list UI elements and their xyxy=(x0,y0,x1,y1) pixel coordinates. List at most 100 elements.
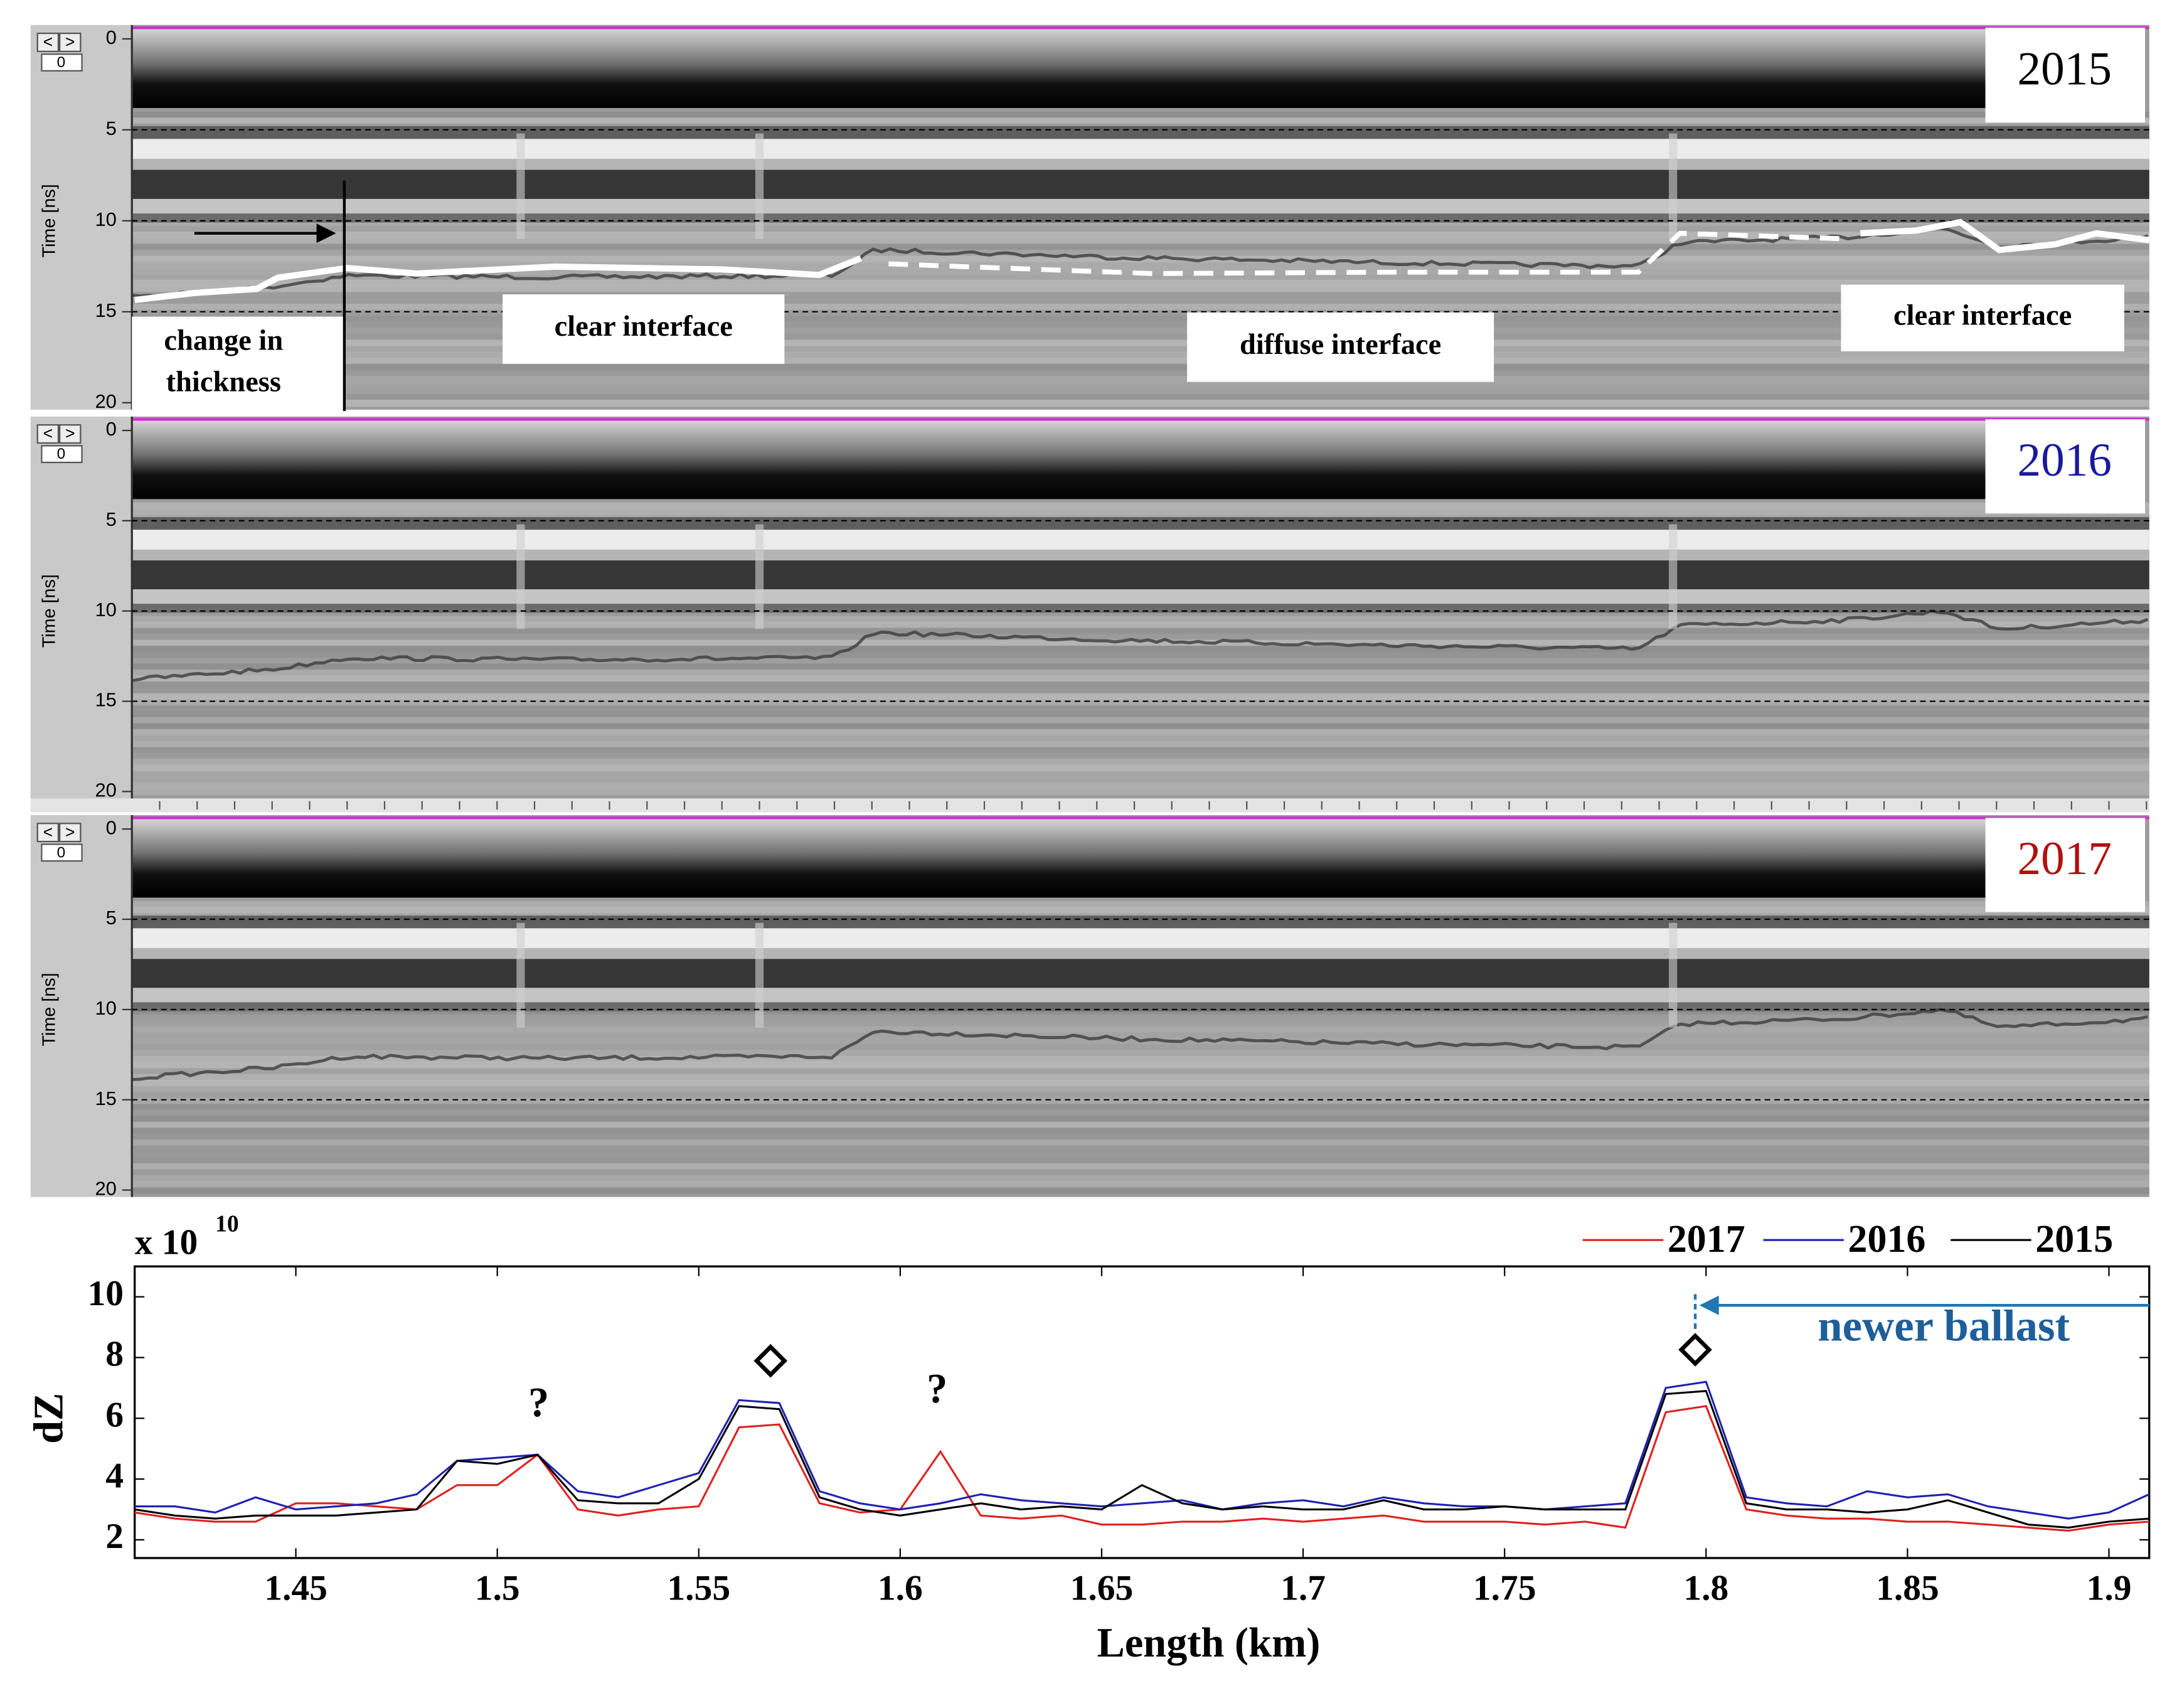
ruler-background xyxy=(30,798,2149,813)
noise-stripe xyxy=(132,752,2149,760)
direct-wave xyxy=(132,419,1986,499)
y-tick-label: 5 xyxy=(106,907,117,929)
noise-stripe xyxy=(132,735,2149,742)
radargram-panel: 2016 0 5 10 15 20 Time [ns] < >0 xyxy=(30,416,2149,801)
y-tick-label: 5 xyxy=(106,508,117,530)
noise-stripe xyxy=(132,328,2149,335)
noise-stripe xyxy=(132,627,2149,635)
control-label: > xyxy=(65,823,75,841)
diffraction xyxy=(1669,922,1678,1028)
noise-stripe xyxy=(132,1133,2149,1141)
noise-stripe xyxy=(132,687,2149,695)
noise-stripe xyxy=(132,363,2149,371)
noise-stripe xyxy=(132,274,2149,281)
noise-stripe xyxy=(132,279,2149,287)
noise-stripe xyxy=(132,901,2149,909)
noise-stripe xyxy=(132,1008,2149,1016)
noise-stripe xyxy=(132,351,2149,359)
y-tick-label: 10 xyxy=(95,997,116,1019)
reflection-band xyxy=(132,948,2149,959)
noise-stripe xyxy=(132,400,2149,407)
noise-stripe xyxy=(132,740,2149,748)
noise-stripe xyxy=(132,681,2149,688)
control-button xyxy=(59,33,82,52)
control-field xyxy=(41,843,83,862)
y-tick-label: 0 xyxy=(106,26,117,48)
x-tick-label: 1.6 xyxy=(878,1568,923,1608)
control-index: 0 xyxy=(57,844,66,861)
noise-stripe xyxy=(132,729,2149,736)
diffraction xyxy=(755,524,764,629)
noise-stripe xyxy=(132,1128,2149,1134)
reflection-band xyxy=(132,549,2149,561)
y-multiplier-exponent: 10 xyxy=(215,1211,239,1237)
noise-stripe xyxy=(132,243,2149,251)
noise-stripe xyxy=(132,764,2149,772)
y-tick-label: 4 xyxy=(105,1456,124,1495)
noise-stripe xyxy=(132,225,2149,233)
noise-stripe xyxy=(132,1056,2149,1063)
noise-stripe xyxy=(132,1026,2149,1033)
interface-reflector xyxy=(132,227,2149,298)
noise-stripe xyxy=(132,616,2149,623)
x-axis-label: Length (km) xyxy=(1097,1620,1320,1666)
noise-stripe xyxy=(132,657,2149,665)
noise-stripe xyxy=(132,633,2149,641)
noise-stripe xyxy=(132,723,2149,730)
y-tick-label: 15 xyxy=(95,689,116,711)
arrow-head xyxy=(1699,1295,1719,1315)
y-tick-label: 0 xyxy=(106,816,117,838)
noise-stripe xyxy=(132,759,2149,766)
control-label: < xyxy=(43,823,53,841)
reflection-band xyxy=(132,915,2149,929)
ruler-strip xyxy=(30,798,2149,813)
control-label: > xyxy=(65,424,75,443)
annotation-box xyxy=(1841,284,2124,351)
direct-wave xyxy=(132,818,1986,898)
noise-stripe xyxy=(132,339,2149,347)
annotation: clear interface xyxy=(1893,299,2072,331)
radargram-panel: 2017 0 5 10 15 20 Time [ns] < >0 xyxy=(30,815,2149,1200)
noise-stripe xyxy=(132,508,2149,516)
noise-stripe xyxy=(132,262,2149,269)
noise-stripe xyxy=(132,1163,2149,1170)
control-button xyxy=(36,424,60,444)
data-line xyxy=(134,1390,2149,1529)
noise-stripe xyxy=(132,1044,2149,1052)
y-tick-label: 0 xyxy=(106,418,117,440)
noise-stripe xyxy=(132,1050,2149,1057)
y-tick-label: 15 xyxy=(95,1087,116,1109)
noise-stripe xyxy=(132,1014,2149,1022)
noise-stripe xyxy=(132,291,2149,299)
noise-stripe xyxy=(132,663,2149,671)
noise-stripe xyxy=(132,771,2149,778)
noise-stripe xyxy=(132,1109,2149,1117)
interpreted-interface xyxy=(1860,218,2150,254)
control-button xyxy=(59,424,82,444)
noise-stripe xyxy=(132,645,2149,653)
control-index: 0 xyxy=(57,446,66,462)
noise-stripe xyxy=(132,1080,2149,1087)
noise-stripe xyxy=(132,1169,2149,1177)
noise-stripe xyxy=(132,358,2149,365)
noise-stripe xyxy=(132,747,2149,754)
reflection-band xyxy=(132,604,2149,613)
noise-stripe xyxy=(132,1097,2149,1105)
control-button xyxy=(36,33,60,52)
y-tick-label: 10 xyxy=(95,208,116,230)
year-box xyxy=(1985,419,2146,514)
noise-stripe xyxy=(132,639,2149,647)
diffraction xyxy=(755,133,764,239)
noise-stripe xyxy=(132,286,2149,293)
noise-stripe xyxy=(132,237,2149,245)
y-tick-label: 20 xyxy=(95,1178,116,1200)
y-tick-label: 10 xyxy=(87,1274,124,1313)
annotation: diffuse interface xyxy=(1240,329,1441,361)
diffraction xyxy=(516,922,525,1028)
year-label: 2015 xyxy=(2018,43,2112,95)
annotation-box xyxy=(1187,312,1494,382)
noise-stripe xyxy=(132,1092,2149,1099)
annotation: ? xyxy=(927,1366,947,1412)
annotation: newer ballast xyxy=(1818,1301,2070,1350)
noise-stripe xyxy=(132,1068,2149,1075)
